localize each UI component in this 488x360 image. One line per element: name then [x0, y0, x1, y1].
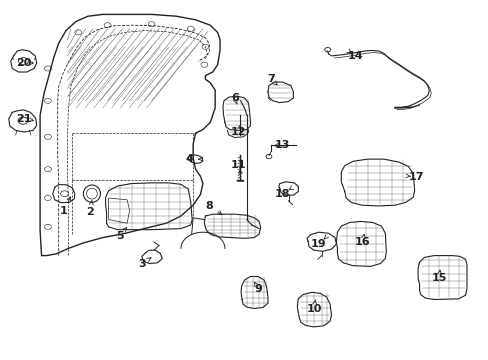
- Text: 1: 1: [60, 206, 67, 216]
- Text: 18: 18: [274, 189, 290, 199]
- Text: 4: 4: [185, 154, 193, 164]
- Text: 19: 19: [310, 239, 326, 249]
- Text: 8: 8: [205, 201, 213, 211]
- Text: 5: 5: [116, 231, 123, 241]
- Text: 15: 15: [430, 273, 446, 283]
- Text: 11: 11: [230, 160, 246, 170]
- Text: 10: 10: [305, 304, 321, 314]
- Text: 3: 3: [138, 258, 145, 269]
- Text: 13: 13: [274, 140, 290, 150]
- Text: 2: 2: [86, 207, 94, 217]
- Text: 9: 9: [254, 284, 262, 294]
- Text: 21: 21: [16, 114, 31, 124]
- Text: 20: 20: [16, 58, 31, 68]
- Text: 7: 7: [267, 74, 275, 84]
- Text: 17: 17: [408, 172, 424, 182]
- Text: 12: 12: [230, 127, 246, 138]
- Text: 6: 6: [230, 93, 238, 103]
- Text: 14: 14: [347, 51, 363, 61]
- Text: 16: 16: [354, 237, 370, 247]
